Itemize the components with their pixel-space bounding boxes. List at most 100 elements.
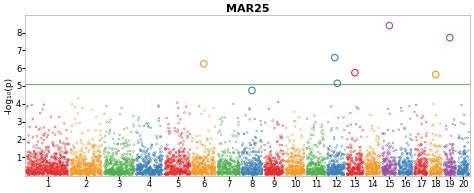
Point xyxy=(390,150,398,153)
Point xyxy=(460,167,468,170)
Point xyxy=(264,163,272,166)
Point xyxy=(82,168,90,172)
Point xyxy=(401,159,409,163)
Point xyxy=(180,154,188,157)
Point xyxy=(358,172,365,175)
Point xyxy=(56,139,64,142)
Point xyxy=(455,160,462,163)
Point xyxy=(85,162,93,165)
Point xyxy=(373,170,380,174)
Point xyxy=(239,166,247,169)
Point xyxy=(115,169,123,172)
Point xyxy=(407,167,415,170)
Point xyxy=(285,171,292,174)
Point xyxy=(460,150,468,153)
Point xyxy=(355,159,363,162)
Point xyxy=(239,166,247,169)
Point xyxy=(171,169,178,172)
Point xyxy=(317,171,324,174)
Point xyxy=(232,173,240,176)
Point xyxy=(311,162,319,165)
Point xyxy=(290,165,298,168)
Point xyxy=(356,166,363,169)
Point xyxy=(392,163,399,166)
Point xyxy=(106,169,113,172)
Point xyxy=(145,153,153,156)
Point xyxy=(30,145,37,148)
Point xyxy=(282,160,290,163)
Point xyxy=(319,171,327,174)
Point xyxy=(327,156,335,159)
Point xyxy=(388,162,396,165)
Point xyxy=(336,172,343,175)
Point xyxy=(344,156,351,159)
Point xyxy=(59,165,66,168)
Point xyxy=(314,165,321,168)
Point xyxy=(168,170,176,173)
Point xyxy=(31,168,38,171)
Point xyxy=(215,131,222,134)
Point xyxy=(309,162,317,165)
Point xyxy=(23,169,30,172)
Point xyxy=(186,173,193,176)
Point xyxy=(224,150,232,153)
Point xyxy=(370,147,377,150)
Point xyxy=(72,169,80,173)
Point xyxy=(442,146,449,149)
Point xyxy=(54,169,62,172)
Point xyxy=(32,169,40,172)
Point xyxy=(195,161,203,164)
Point xyxy=(170,154,178,157)
Point xyxy=(35,170,42,173)
Point xyxy=(351,163,359,166)
Point xyxy=(428,143,435,146)
Point xyxy=(334,171,342,174)
Point xyxy=(380,171,388,174)
Point xyxy=(53,144,61,147)
Point xyxy=(109,165,117,168)
Point xyxy=(264,172,271,175)
Point xyxy=(451,170,458,173)
Point xyxy=(265,172,273,175)
Point xyxy=(51,166,58,169)
Point xyxy=(382,173,390,176)
Point xyxy=(269,156,276,159)
Point xyxy=(365,167,372,170)
Point xyxy=(269,172,276,175)
Point xyxy=(111,173,119,176)
Point xyxy=(347,171,355,174)
Point xyxy=(401,164,409,167)
Point xyxy=(150,171,157,174)
Point xyxy=(464,166,472,169)
Point xyxy=(87,168,94,171)
Point xyxy=(175,159,182,162)
Point xyxy=(95,169,102,172)
Point xyxy=(32,166,40,169)
Point xyxy=(310,114,318,117)
Point xyxy=(174,169,182,173)
Point xyxy=(232,169,240,172)
Point xyxy=(296,149,304,152)
Point xyxy=(126,143,133,146)
Point xyxy=(203,137,210,140)
Point xyxy=(235,166,242,169)
Point xyxy=(222,167,230,170)
Point xyxy=(406,172,414,175)
Point xyxy=(144,171,152,174)
Point xyxy=(83,168,91,171)
Point xyxy=(406,170,413,173)
Point xyxy=(107,161,115,164)
Point xyxy=(36,171,43,174)
Point xyxy=(422,170,429,174)
Point xyxy=(166,167,173,170)
Point xyxy=(455,137,462,140)
Point xyxy=(287,171,295,174)
Point xyxy=(59,164,66,168)
Point xyxy=(164,164,172,167)
Point xyxy=(315,166,322,169)
Point xyxy=(437,122,444,125)
Point xyxy=(435,166,443,169)
Point xyxy=(392,171,399,174)
Point xyxy=(86,162,93,165)
Point xyxy=(154,170,162,173)
